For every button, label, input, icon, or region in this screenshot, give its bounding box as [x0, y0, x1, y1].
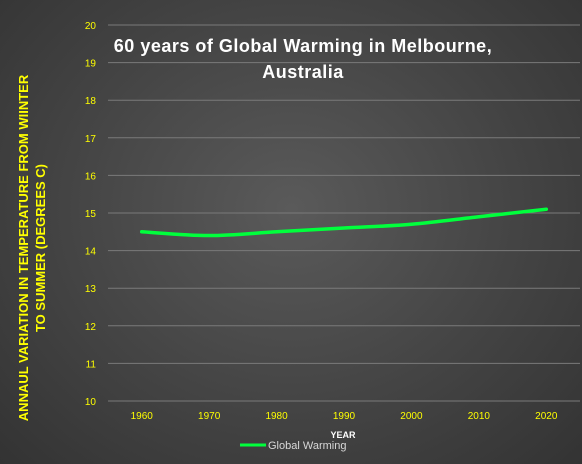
y-tick-label: 20 — [85, 21, 97, 32]
data-point-1980 — [275, 230, 279, 234]
x-axis-ticks: 1960 1970 1980 1990 2000 2010 2020 — [131, 411, 558, 422]
x-tick-label: 1990 — [333, 411, 356, 422]
x-axis-label: YEAR — [330, 430, 356, 440]
gridlines — [108, 24, 580, 402]
data-point-2010 — [477, 215, 481, 219]
y-tick-label: 10 — [85, 397, 97, 408]
y-tick-label: 17 — [85, 134, 97, 145]
data-point-1960 — [140, 230, 144, 234]
series-layer — [139, 207, 549, 238]
y-tick-label: 14 — [85, 247, 97, 258]
y-axis-label-line-1: ANNAUL VARIATION IN TEMPERATURE FROM WII… — [16, 74, 31, 421]
data-point-2000 — [409, 222, 413, 226]
data-point-1990 — [342, 226, 346, 230]
data-point-1970 — [207, 234, 211, 238]
y-tick-label: 18 — [85, 96, 97, 107]
y-tick-label: 15 — [85, 209, 97, 220]
x-tick-label: 2010 — [468, 411, 491, 422]
x-tick-label: 1970 — [198, 411, 221, 422]
y-tick-label: 12 — [85, 322, 97, 333]
x-tick-label: 1980 — [265, 411, 288, 422]
x-tick-label: 2000 — [400, 411, 423, 422]
x-tick-label: 1960 — [131, 411, 154, 422]
data-point-2020 — [544, 207, 548, 211]
legend-label: Global Warming — [268, 440, 346, 452]
chart-title-line-2: Australia — [262, 62, 344, 82]
y-tick-label: 11 — [86, 359, 97, 370]
y-tick-label: 19 — [85, 59, 97, 70]
y-axis-ticks: 10 11 12 13 14 15 16 17 18 19 20 — [85, 21, 97, 408]
y-axis-label: ANNAUL VARIATION IN TEMPERATURE FROM WII… — [16, 74, 48, 421]
chart-title-line-1: 60 years of Global Warming in Melbourne, — [114, 36, 492, 56]
legend: Global Warming — [240, 440, 346, 452]
x-tick-label: 2020 — [535, 411, 558, 422]
y-tick-label: 16 — [85, 171, 97, 182]
y-tick-label: 13 — [85, 284, 97, 295]
y-axis-label-line-2: TO SUMMER (DEGREES C) — [33, 164, 48, 332]
